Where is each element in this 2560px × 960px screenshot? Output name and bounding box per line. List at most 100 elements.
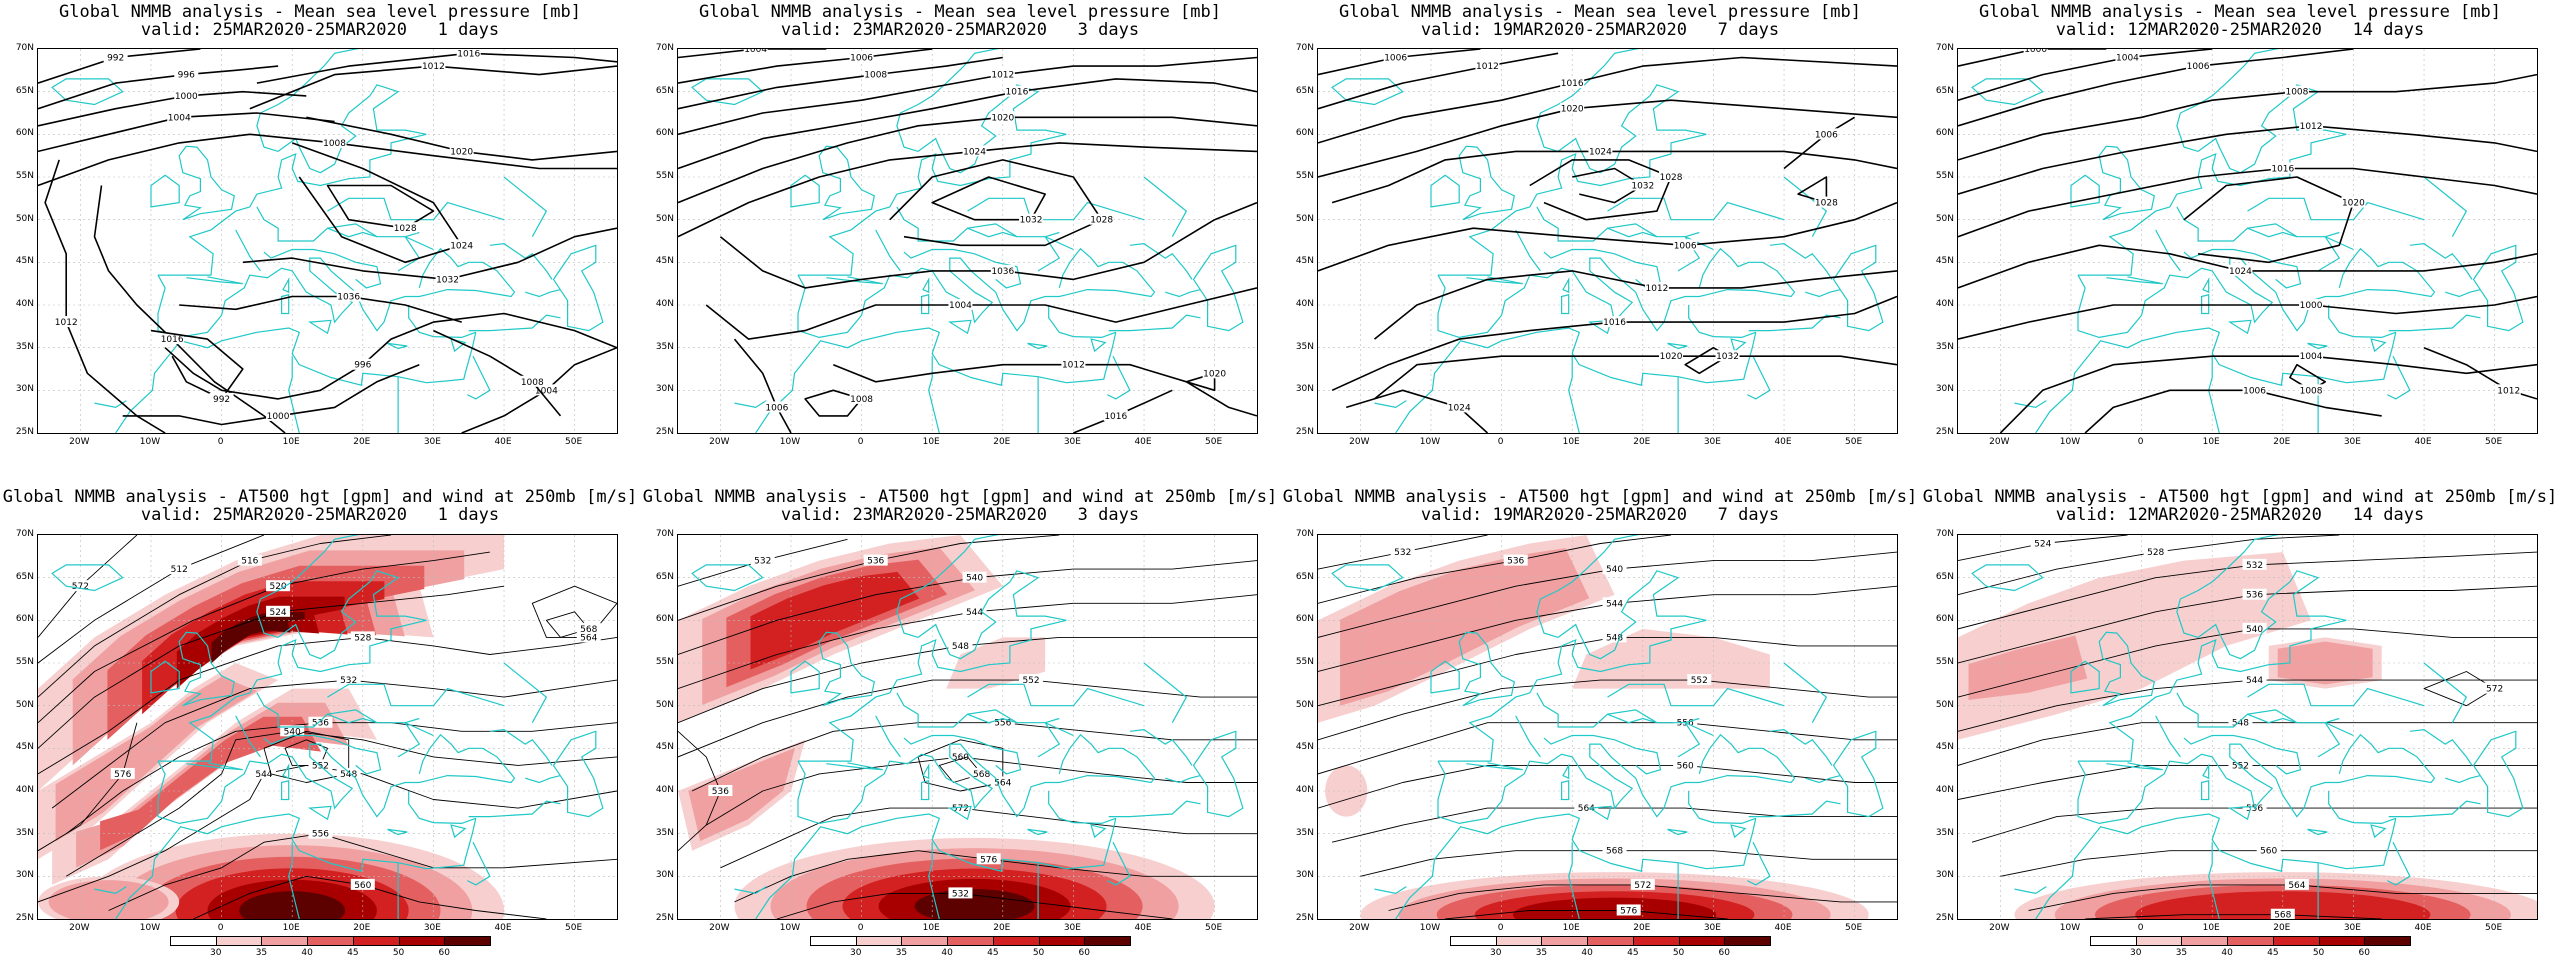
latitude-label: 30N: [15, 384, 34, 395]
colorbar-swatch: [810, 936, 857, 946]
coastline: [1107, 355, 1131, 400]
coastline: [2388, 800, 2481, 818]
contour-label: 992: [209, 392, 234, 405]
svg-text:548: 548: [2232, 719, 2249, 729]
svg-text:528: 528: [354, 633, 371, 643]
contour-label: 576: [110, 767, 135, 780]
contour-label: 560: [1673, 759, 1698, 771]
coastline: [288, 842, 300, 919]
latitude-label: 50N: [1935, 213, 1954, 224]
contour-label: 528: [350, 631, 375, 643]
svg-text:576: 576: [980, 855, 997, 865]
coastline: [947, 805, 972, 821]
latitude-label: 60N: [1935, 614, 1954, 625]
wind-shading: [1325, 765, 1368, 817]
coastline: [2202, 277, 2210, 294]
colorbar-label: 35: [255, 948, 268, 958]
coastline: [387, 342, 408, 350]
coastline: [158, 49, 427, 276]
coastline: [1395, 813, 1757, 919]
svg-text:1016: 1016: [1561, 79, 1584, 89]
latitude-label: 50N: [15, 699, 34, 710]
contour-label: 568: [2270, 908, 2295, 919]
map-frame: 992 996 1000 1004 1008 1012 1016 1020 1024 1028 10…: [37, 48, 618, 434]
coastline: [2070, 660, 2100, 694]
coastline: [1515, 715, 1541, 758]
coastline: [1568, 842, 1580, 919]
coastline: [2388, 314, 2481, 332]
wind-shading: [750, 571, 920, 670]
contour-label: 1004: [167, 111, 192, 123]
longitude-label: 0: [217, 437, 224, 447]
isobar-contour: [734, 850, 1257, 903]
coastline: [1066, 774, 1156, 784]
isobar-contour: [38, 65, 279, 110]
latitude-label: 50N: [15, 213, 34, 224]
svg-text:564: 564: [1578, 804, 1595, 814]
svg-text:1032: 1032: [1020, 216, 1043, 226]
svg-text:552: 552: [1691, 676, 1708, 686]
coastline: [2328, 791, 2397, 825]
panel-valid-period: valid: 19MAR2020-25MAR2020 7 days: [1420, 20, 1780, 40]
coastline: [1568, 356, 1580, 433]
contour-label: 564: [576, 631, 601, 643]
longitude-label: 30E: [423, 923, 441, 933]
wind-shading: [176, 596, 345, 689]
contour-label: 1016: [1004, 85, 1029, 98]
map-frame: 532 536 540 544 548 552 556 560 564 568 572 576: [1317, 534, 1898, 920]
contour-label: 1000: [266, 409, 291, 422]
isobar-contour: [1958, 49, 2213, 101]
coastline: [922, 277, 930, 294]
map-frame: 1004 1006 1008 1012 1016 1020 1024 1028 1032 1036…: [677, 48, 1258, 434]
svg-text:1024: 1024: [450, 241, 473, 251]
contour-label: 568: [969, 767, 994, 780]
svg-text:532: 532: [754, 557, 771, 567]
coastline: [256, 692, 434, 737]
longitude-label: 20E: [993, 923, 1011, 933]
svg-text:544: 544: [2246, 676, 2263, 686]
coastline: [426, 288, 516, 298]
svg-text:532: 532: [340, 676, 357, 686]
latitude-label: 70N: [1935, 529, 1954, 539]
coastline: [1515, 229, 1541, 272]
latitude-label: 35N: [1295, 827, 1314, 838]
coastline: [1395, 327, 1757, 433]
svg-text:556: 556: [312, 830, 329, 840]
svg-text:540: 540: [1606, 565, 1623, 575]
colorbar-swatch: [1541, 936, 1589, 946]
contour-label: 560: [948, 750, 973, 763]
coastline: [1048, 305, 1117, 339]
coastline: [186, 276, 243, 285]
latitude-label: 65N: [1935, 571, 1954, 582]
isobar-contour: [1958, 167, 2537, 238]
coastline: [1374, 400, 1407, 409]
contour-label: 1004: [534, 384, 559, 396]
coastline: [1027, 828, 1048, 836]
latitude-label: 70N: [1295, 43, 1314, 53]
coastline: [1058, 733, 1156, 779]
contour-label: 564: [990, 776, 1015, 788]
latitude-label: 50N: [655, 699, 674, 710]
coastline: [1458, 631, 1515, 707]
contour-label: 1020: [2341, 196, 2366, 209]
colorbar-label: 60: [1078, 948, 1090, 958]
coastline: [2472, 244, 2524, 332]
colorbar-swatch: [1587, 936, 1634, 946]
coastline: [2247, 227, 2298, 238]
coastline: [281, 294, 290, 315]
latitude-label: 50N: [1295, 213, 1314, 224]
svg-text:1028: 1028: [1660, 173, 1683, 183]
latitude-label: 45N: [1295, 742, 1314, 753]
contour-label: 1016: [1602, 316, 1627, 328]
coastline: [150, 174, 180, 208]
contour-label: 568: [576, 622, 601, 635]
coastline: [903, 734, 1022, 775]
coastline: [1561, 780, 1570, 801]
contour-label: 1024: [962, 145, 987, 157]
z500-panel: Global NMMB analysis - AT500 hgt [gpm] a…: [1280, 480, 1920, 960]
contour-label: 544: [2242, 674, 2267, 686]
svg-text:1020: 1020: [991, 113, 1014, 123]
latitude-label: 45N: [655, 256, 674, 267]
longitude-label: 40E: [1774, 923, 1792, 933]
panel-title: Global NMMB analysis - AT500 hgt [gpm] a…: [2, 487, 638, 507]
